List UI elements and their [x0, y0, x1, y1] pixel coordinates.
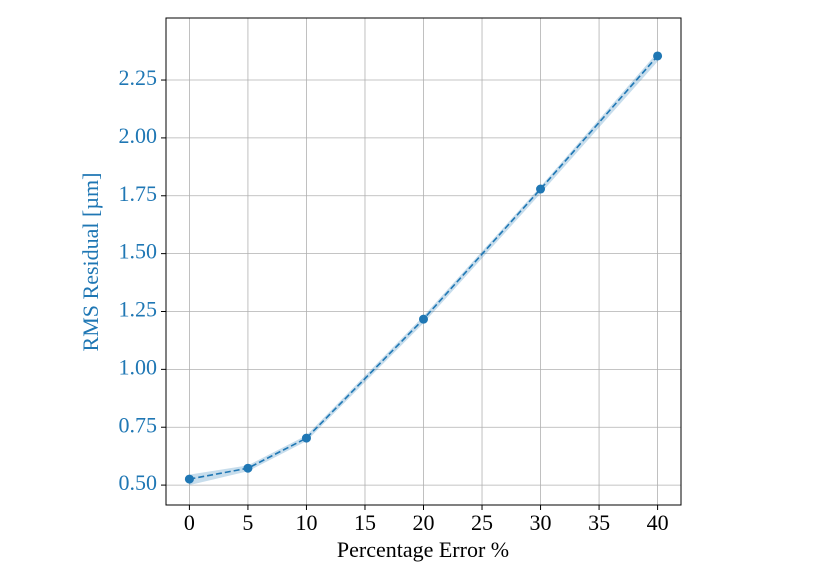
- point: [301, 433, 311, 443]
- x-tick-label: 20: [413, 510, 435, 535]
- y-axis-label: RMS Residual [µm]: [78, 173, 103, 352]
- x-tick-label: 10: [295, 510, 317, 535]
- y-tick-label: 2.25: [119, 65, 158, 90]
- point: [419, 314, 428, 324]
- y-tick-label: 2.00: [119, 123, 158, 148]
- plot-frame: [165, 17, 682, 506]
- point: [243, 463, 253, 473]
- y-tick-label: 1.25: [119, 297, 158, 322]
- point: [184, 474, 194, 484]
- x-tick-label: 30: [530, 510, 552, 535]
- x-tick-label: 15: [354, 510, 376, 535]
- y-tick-label: 0.50: [119, 470, 158, 495]
- y-tick-label: 1.00: [119, 354, 158, 379]
- x-tick-label: 0: [184, 510, 195, 535]
- x-tick-label: 5: [242, 510, 253, 535]
- y-tick-label: 1.50: [119, 239, 158, 264]
- y-tick-label: 1.75: [119, 181, 158, 206]
- line: [189, 55, 659, 480]
- point: [536, 184, 546, 194]
- y-tick-label: 0.75: [119, 412, 158, 437]
- x-tick-label: 25: [471, 510, 493, 535]
- x-tick-label: 35: [588, 510, 610, 535]
- x-tick-label: 40: [647, 510, 669, 535]
- x-axis-label: Percentage Error %: [337, 537, 509, 562]
- point: [653, 51, 663, 61]
